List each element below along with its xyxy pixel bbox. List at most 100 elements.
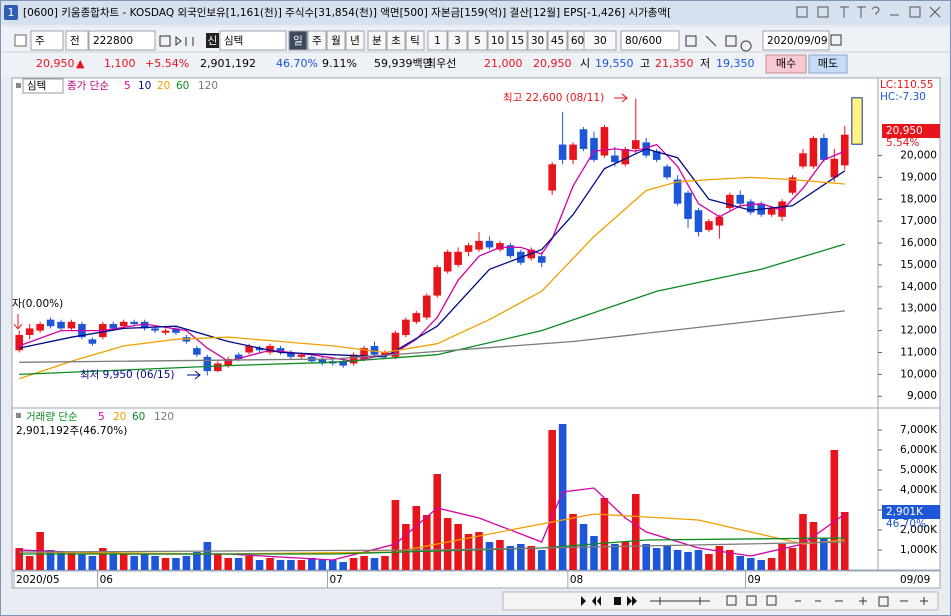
period-button[interactable]: 분 bbox=[372, 35, 382, 47]
candle-body bbox=[496, 243, 504, 250]
interval-button-box[interactable] bbox=[487, 30, 508, 51]
period-button[interactable]: 주 bbox=[312, 35, 322, 47]
volume-bar bbox=[119, 554, 128, 570]
window-controls[interactable] bbox=[796, 6, 941, 18]
volume-bar bbox=[600, 498, 609, 570]
candle-body bbox=[799, 153, 807, 167]
y-tick-label: 19,000 bbox=[900, 171, 937, 183]
interval-button[interactable]: 5 bbox=[474, 35, 481, 47]
interval-button[interactable]: 45 bbox=[551, 35, 564, 47]
period-button[interactable]: 일 bbox=[293, 34, 303, 47]
period-button-box[interactable] bbox=[367, 30, 387, 51]
volume-bar bbox=[151, 556, 159, 570]
volume-bar bbox=[548, 430, 556, 570]
interval-button[interactable]: 30 bbox=[531, 35, 544, 47]
volume-bar bbox=[360, 556, 368, 570]
volume-bar bbox=[297, 560, 306, 570]
volume-bar bbox=[642, 544, 651, 570]
period-button-box[interactable] bbox=[288, 30, 308, 51]
info-ask: 21,000 bbox=[484, 57, 523, 70]
candle-body bbox=[454, 251, 462, 265]
info-turnover: 9.11% bbox=[322, 57, 357, 70]
interval-button-box[interactable] bbox=[527, 30, 548, 51]
code-input-box[interactable] bbox=[88, 30, 156, 51]
period-button-box[interactable] bbox=[386, 30, 406, 51]
volume-bar bbox=[182, 556, 191, 570]
name-input-box[interactable] bbox=[219, 30, 287, 51]
scroll-icons[interactable] bbox=[726, 595, 928, 607]
scroll-bar[interactable] bbox=[502, 591, 939, 611]
volume-bar bbox=[757, 560, 765, 570]
toolbar-icons[interactable] bbox=[685, 35, 752, 52]
candle-body bbox=[631, 140, 640, 149]
legend-marker bbox=[16, 413, 21, 418]
interval-button[interactable]: 3 bbox=[454, 35, 461, 47]
interval-button[interactable]: 10 bbox=[491, 35, 504, 47]
period-button-box[interactable] bbox=[345, 30, 365, 51]
interval-button[interactable]: 60 bbox=[571, 35, 584, 47]
mode2-select-box[interactable] bbox=[65, 30, 89, 51]
y-tick-label: 13,000 bbox=[900, 303, 937, 315]
interval-button-box[interactable] bbox=[507, 30, 528, 51]
count-input-box[interactable] bbox=[620, 30, 680, 51]
name-input[interactable]: 심텍 bbox=[224, 35, 243, 47]
candle-body bbox=[590, 137, 598, 160]
interval-button-box[interactable] bbox=[427, 30, 448, 51]
volume-bar bbox=[224, 558, 233, 570]
date-input-box[interactable] bbox=[762, 30, 830, 51]
buy-button[interactable]: 매수 bbox=[776, 57, 796, 70]
control-icon[interactable] bbox=[840, 6, 849, 18]
scroll-track[interactable] bbox=[502, 591, 939, 611]
interval-button-box[interactable] bbox=[447, 30, 468, 51]
legend-prefix: 거래량 단순 bbox=[26, 411, 78, 423]
control-icon[interactable] bbox=[796, 6, 808, 18]
period-button[interactable]: 월 bbox=[331, 35, 341, 47]
title-bar bbox=[1, 1, 950, 25]
volume-bar bbox=[172, 558, 180, 570]
code-input[interactable]: 222800 bbox=[93, 35, 133, 47]
control-icon[interactable] bbox=[929, 6, 941, 18]
volume-bar bbox=[746, 558, 755, 570]
candle-body bbox=[778, 201, 786, 217]
last-volume: 2,901K bbox=[886, 506, 924, 518]
candle-body bbox=[830, 158, 839, 178]
period-button-box[interactable] bbox=[326, 30, 346, 51]
calendar-icon[interactable] bbox=[830, 34, 842, 46]
y2-tick-label: 4,000K bbox=[900, 484, 938, 496]
zoom-slider[interactable] bbox=[650, 597, 710, 605]
interval-select-box[interactable] bbox=[583, 30, 617, 51]
candle-body bbox=[245, 345, 253, 353]
sell-button[interactable]: 매도 bbox=[818, 57, 838, 70]
period-button[interactable]: 초 bbox=[391, 35, 401, 47]
count-input[interactable]: 80/600 bbox=[625, 35, 662, 47]
toolbar-checkbox[interactable] bbox=[14, 34, 27, 47]
control-icon[interactable] bbox=[817, 6, 829, 18]
buy-button-bg[interactable] bbox=[765, 54, 807, 74]
toolbar-icons[interactable] bbox=[159, 35, 194, 47]
control-icon[interactable] bbox=[857, 6, 866, 18]
candle-body bbox=[360, 348, 368, 360]
interval-select[interactable]: 30 bbox=[593, 35, 606, 47]
control-icon[interactable] bbox=[909, 6, 921, 18]
interval-button[interactable]: 15 bbox=[511, 35, 524, 47]
x-tick-label: 06 bbox=[100, 574, 114, 586]
period-button[interactable]: 틱 bbox=[410, 35, 420, 47]
volume-bar bbox=[349, 558, 358, 570]
interval-button-box[interactable] bbox=[547, 30, 568, 51]
candle-body bbox=[172, 328, 180, 333]
sell-button-bg[interactable] bbox=[808, 54, 848, 74]
control-icon[interactable] bbox=[871, 6, 880, 15]
info-high: 21,350 bbox=[655, 57, 694, 70]
interval-button-box[interactable] bbox=[467, 30, 488, 51]
period-button[interactable]: 년 bbox=[350, 35, 360, 47]
period-button-box[interactable] bbox=[307, 30, 327, 51]
date-input[interactable]: 2020/09/09 bbox=[767, 35, 828, 47]
interval-button[interactable]: 1 bbox=[434, 35, 441, 47]
mode-select[interactable]: 주 bbox=[35, 35, 45, 47]
candle-body bbox=[652, 151, 661, 160]
mode-select-box[interactable] bbox=[30, 30, 64, 51]
mode2-select[interactable]: 전 bbox=[70, 35, 80, 47]
volume-bar bbox=[57, 552, 65, 570]
scroll-buttons[interactable] bbox=[581, 596, 637, 606]
period-button-box[interactable] bbox=[405, 30, 425, 51]
